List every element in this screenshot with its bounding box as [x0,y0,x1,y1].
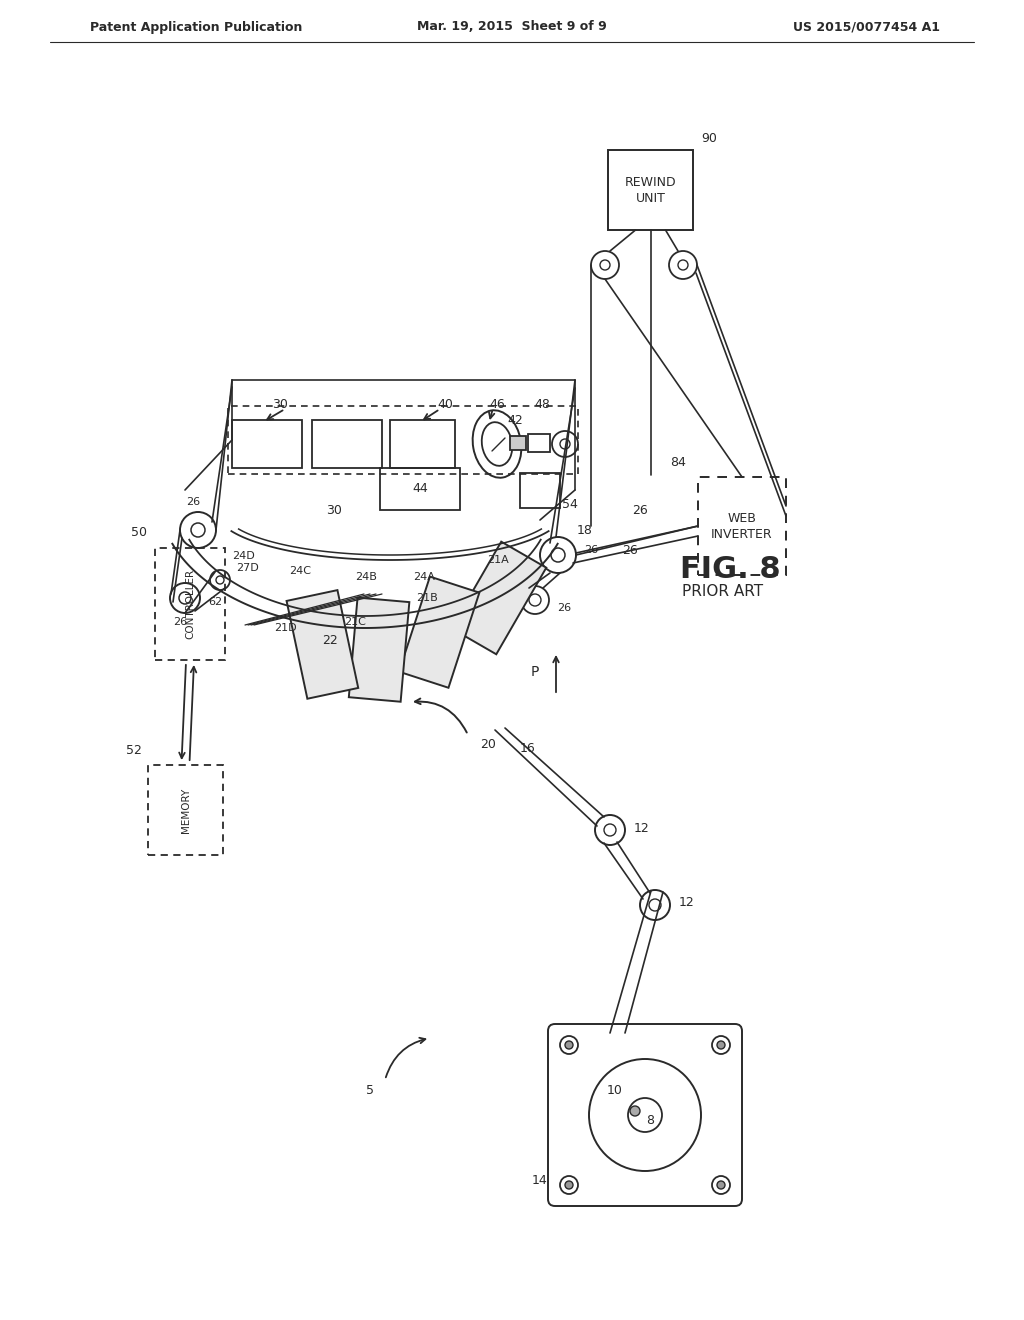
Bar [312,420,382,469]
Text: 16: 16 [520,742,536,755]
Text: 27D: 27D [236,564,259,573]
Text: 50: 50 [131,527,147,540]
Circle shape [565,1181,573,1189]
Text: 26: 26 [186,498,200,507]
Text: 18: 18 [577,524,593,536]
Text: 24C: 24C [290,565,311,576]
Text: 21B: 21B [416,593,438,603]
Bar [520,473,560,508]
Bar [510,436,526,450]
Text: 42: 42 [507,413,523,426]
Bar [452,541,546,655]
Circle shape [565,1041,573,1049]
Text: 26: 26 [632,503,648,516]
Text: US 2015/0077454 A1: US 2015/0077454 A1 [793,21,940,33]
Text: 14: 14 [531,1175,547,1188]
Bar [390,420,455,469]
Text: 48: 48 [535,399,550,412]
Circle shape [717,1181,725,1189]
Text: 10: 10 [607,1084,623,1097]
Text: 26: 26 [623,544,638,557]
Bar [399,577,479,688]
Text: REWIND: REWIND [625,176,676,189]
Bar [380,469,460,510]
Text: 30: 30 [326,503,342,516]
Bar [232,420,302,469]
Text: 12: 12 [634,821,650,834]
Text: MEMORY: MEMORY [180,787,190,833]
Bar [698,477,786,576]
Circle shape [630,1106,640,1115]
Text: INVERTER: INVERTER [712,528,773,540]
Text: 12: 12 [679,896,694,909]
Text: 21A: 21A [487,554,509,565]
Text: 24B: 24B [355,573,377,582]
Bar [608,150,693,230]
Text: 26: 26 [173,616,187,627]
Text: 26: 26 [557,603,571,612]
Bar [228,407,578,474]
Text: 21C: 21C [344,616,367,627]
Text: P: P [530,665,539,678]
Bar [155,548,225,660]
Text: 8: 8 [646,1114,654,1126]
Text: 44: 44 [412,483,428,495]
Text: PRIOR ART: PRIOR ART [682,585,763,599]
Bar [287,590,358,698]
Text: 20: 20 [480,738,496,751]
Text: 46: 46 [489,397,505,411]
Text: 84: 84 [670,457,686,470]
Text: 90: 90 [701,132,717,144]
Text: 52: 52 [126,743,142,756]
Circle shape [717,1041,725,1049]
Text: 62: 62 [208,597,222,607]
Text: 21D: 21D [274,623,297,634]
Text: FIG. 8: FIG. 8 [680,556,780,585]
Text: CONTROLLER: CONTROLLER [185,569,195,639]
Text: 54: 54 [562,499,578,511]
FancyBboxPatch shape [548,1024,742,1206]
Text: 22: 22 [323,634,338,647]
Text: UNIT: UNIT [636,191,666,205]
Text: 5: 5 [366,1084,374,1097]
Text: Mar. 19, 2015  Sheet 9 of 9: Mar. 19, 2015 Sheet 9 of 9 [417,21,607,33]
Text: 26: 26 [584,545,598,554]
Text: 24D: 24D [232,550,255,561]
Bar [528,434,550,451]
Text: 40: 40 [437,397,453,411]
Bar [349,598,410,702]
Bar [148,766,223,855]
Text: Patent Application Publication: Patent Application Publication [90,21,302,33]
Text: WEB: WEB [728,511,757,524]
Text: 24A: 24A [414,572,435,582]
Text: 30: 30 [272,397,288,411]
